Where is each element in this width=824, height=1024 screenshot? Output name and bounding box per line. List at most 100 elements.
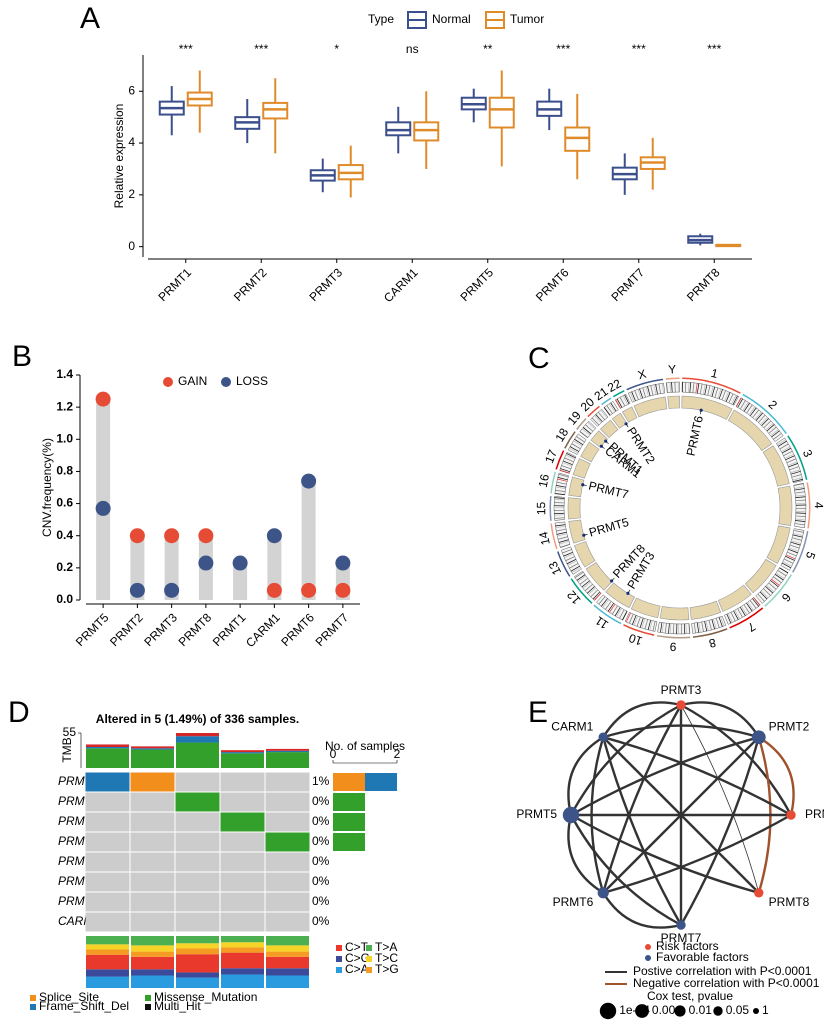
titv-legend-swatch — [336, 945, 342, 951]
ideogram-band — [761, 418, 769, 426]
dot — [129, 528, 145, 544]
ideogram-band — [564, 457, 574, 463]
ideogram-band — [571, 567, 581, 573]
chromosome-label: 8 — [707, 635, 717, 650]
ideogram-band — [672, 623, 675, 634]
chromosome-track — [665, 377, 680, 380]
network-edge — [758, 736, 795, 816]
ideogram-band — [639, 388, 644, 399]
ideogram-band — [579, 578, 588, 585]
gene-tick — [583, 533, 588, 536]
ideogram-band — [554, 493, 565, 495]
x-tick-label: CARM1 — [381, 265, 421, 305]
ideogram-band — [740, 400, 746, 410]
x-tick-label: PRMT5 — [457, 265, 496, 304]
ideogram — [579, 420, 597, 439]
ideogram-band — [795, 518, 806, 521]
inner-ring — [766, 525, 791, 564]
tmb-bar — [221, 753, 264, 768]
mutation-cell — [175, 832, 220, 852]
class-legend-swatch — [145, 995, 151, 1001]
samples-axis-title: No. of samples — [325, 739, 405, 753]
chromosome-label: Y — [668, 362, 677, 376]
titv-bar — [266, 945, 309, 952]
ideogram-band — [644, 619, 649, 630]
tmb-bar — [266, 748, 309, 751]
ideogram-band — [584, 583, 593, 592]
network-node — [676, 920, 686, 930]
factor-legend-label: Favorable factors — [656, 950, 749, 964]
ideogram-band — [795, 502, 806, 505]
ideogram-band — [573, 440, 583, 447]
ideogram-band — [747, 602, 754, 611]
panel-letter: B — [12, 340, 32, 373]
ideogram-band — [770, 580, 779, 588]
chromosome-track — [555, 450, 565, 470]
ideogram-band — [771, 430, 780, 438]
ideogram-band — [554, 514, 565, 516]
mutation-cell — [220, 912, 265, 932]
ideogram-band — [579, 431, 589, 438]
ideogram-band — [784, 558, 794, 564]
legend-label: Tumor — [510, 12, 544, 26]
mutation-cell — [175, 772, 220, 792]
mutation-cell — [85, 852, 130, 872]
mutation-cell — [265, 872, 310, 892]
mutation-cell — [265, 892, 310, 912]
network-edge — [602, 724, 760, 739]
ideogram-band — [554, 509, 565, 511]
ideogram-band — [730, 612, 736, 622]
ideogram-band — [741, 606, 748, 616]
ideogram-band — [708, 620, 712, 631]
ideogram-band — [711, 386, 716, 397]
titv-bar — [266, 936, 309, 946]
ideogram-band — [615, 399, 621, 409]
x-tick-label: PRMT1 — [210, 610, 249, 649]
ideogram-band — [693, 623, 696, 634]
titv-bar — [221, 936, 264, 943]
legend-dot — [163, 377, 173, 387]
ideogram-band — [748, 406, 756, 416]
dot — [301, 582, 317, 598]
ideogram-band — [560, 543, 570, 548]
ideogram — [567, 433, 587, 455]
ideogram-band — [564, 553, 574, 559]
ideogram-band — [631, 391, 636, 402]
ideogram-band — [574, 571, 584, 578]
ideogram-band — [795, 520, 806, 522]
box — [262, 101, 289, 120]
ideogram-band — [793, 530, 804, 533]
ideogram-band — [779, 567, 789, 574]
inner-ring — [567, 497, 581, 520]
mutation-cell — [175, 892, 220, 912]
mutation-cell — [220, 792, 265, 812]
node-label: PRMT3 — [661, 683, 702, 697]
chromosome-track — [550, 471, 557, 494]
ideogram-band — [622, 611, 628, 621]
ideogram-band — [788, 547, 799, 552]
significance-label: ** — [483, 42, 493, 56]
chromosome-track — [549, 496, 552, 521]
chromosome-track — [792, 530, 809, 573]
legend-title: Type — [368, 12, 394, 26]
ideogram-band — [661, 383, 664, 394]
legend-label: GAIN — [178, 374, 207, 388]
inner-ring — [727, 409, 773, 452]
mutation-cell — [220, 772, 265, 792]
chromosome-label: 2 — [766, 397, 781, 412]
ideogram-band — [689, 382, 692, 393]
ideogram-band — [555, 525, 566, 529]
gene-count-bar — [333, 773, 365, 791]
ideogram-band — [695, 383, 698, 394]
ideogram-band — [774, 574, 784, 581]
ideogram-band — [717, 388, 722, 399]
ideogram-band — [787, 551, 797, 557]
ideogram-band — [681, 623, 682, 634]
ideogram-band — [582, 581, 591, 589]
titv-bar — [131, 945, 174, 952]
ideogram-band — [734, 609, 741, 620]
tmb-bar — [131, 748, 174, 750]
gene-marker — [626, 591, 630, 595]
ideogram-band — [718, 617, 723, 627]
ideogram-band — [650, 385, 654, 396]
